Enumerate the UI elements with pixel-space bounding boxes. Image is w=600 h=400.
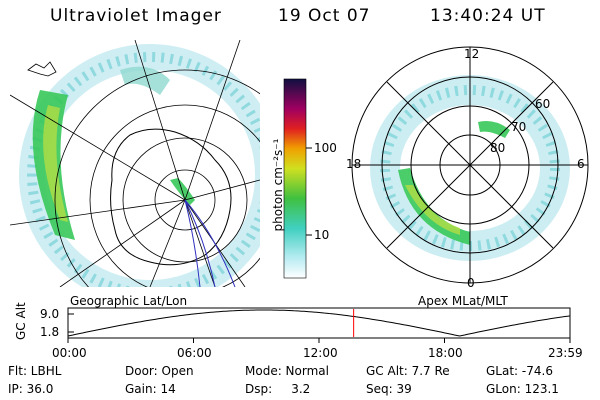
- left-panel-caption: Geographic Lat/Lon: [70, 294, 188, 308]
- orbit-ytick-9: 9.0: [40, 307, 60, 321]
- orbit-xtick-1200: 12:00: [303, 346, 338, 360]
- altitude-curve: [67, 309, 571, 337]
- mlt-label-0: 0: [467, 276, 475, 290]
- orbit-xtick-0600: 06:00: [177, 346, 212, 360]
- status-glat: GLat: -74.6: [486, 364, 553, 378]
- status-filter: Flt: LBHL: [8, 364, 62, 378]
- status-ip: IP: 36.0: [8, 382, 54, 396]
- mlat-label-80: 80: [490, 141, 506, 155]
- orbit-ytick-1-8: 1.8: [40, 325, 60, 339]
- date-label: 19 Oct 07: [278, 6, 371, 26]
- right-panel-caption: Apex MLat/MLT: [418, 294, 508, 308]
- status-gc-alt: GC Alt: 7.7 Re: [366, 364, 450, 378]
- instrument-title: Ultraviolet Imager: [50, 6, 222, 26]
- orbit-ylabel: GC Alt: [14, 302, 28, 340]
- mlt-label-6: 6: [577, 157, 585, 171]
- orbit-xtick-1800: 18:00: [428, 346, 463, 360]
- mlt-label-18: 18: [346, 157, 362, 171]
- colorbar-tick-100: 100: [314, 141, 337, 155]
- status-mode: Mode: Normal: [245, 364, 329, 378]
- mlat-label-70: 70: [511, 120, 527, 134]
- mlat-label-60: 60: [535, 97, 551, 111]
- status-gain: Gain: 14: [125, 382, 176, 396]
- orbit-xtick-0000: 00:00: [52, 346, 87, 360]
- status-glon: GLon: 123.1: [486, 382, 559, 396]
- time-label: 13:40:24 UT: [430, 6, 546, 26]
- orbit-xtick-2359: 23:59: [548, 346, 583, 360]
- mlt-label-12: 12: [464, 47, 480, 61]
- status-door: Door: Open: [125, 364, 194, 378]
- status-dsp: Dsp: 3.2: [245, 382, 311, 396]
- status-seq: Seq: 39: [366, 382, 412, 396]
- colorbar-tick-10: 10: [314, 228, 330, 242]
